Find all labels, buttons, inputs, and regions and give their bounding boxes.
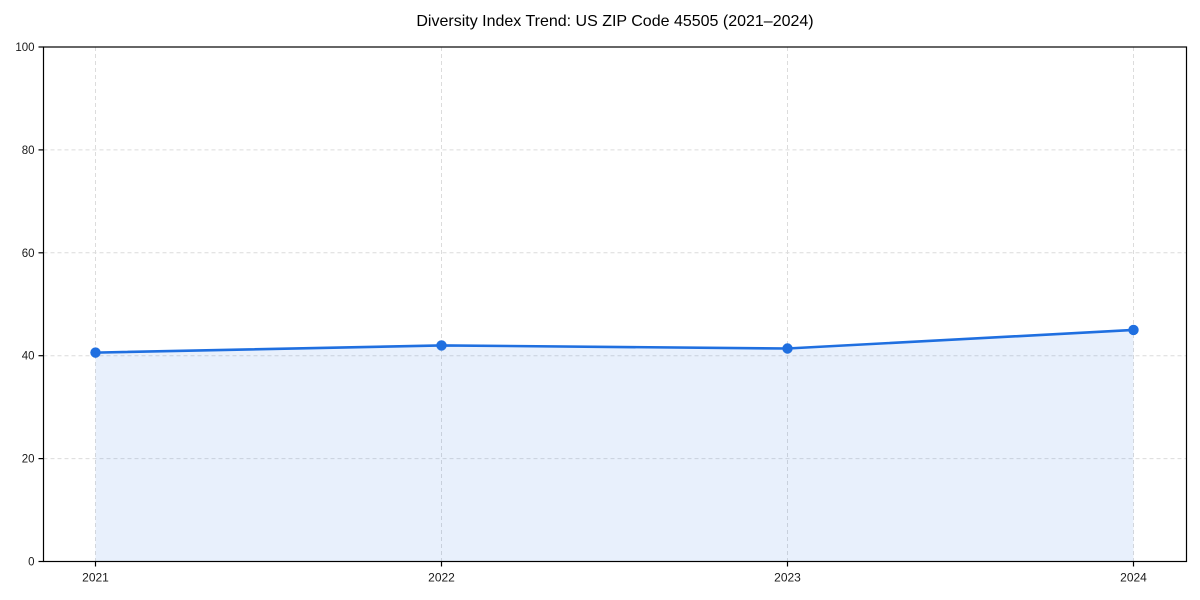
trend-line [94,328,1135,354]
y-tick-label: 40 [22,351,35,363]
y-tick-label: 20 [22,454,35,466]
data-point [782,343,793,354]
x-tick-label: 2024 [1120,571,1147,585]
data-point [1128,324,1139,336]
y-tick-label: 0 [28,557,34,569]
y-tick-label: 100 [15,42,34,54]
x-tick-label: 2022 [428,571,455,585]
area-fill [95,329,1134,562]
plot-border [42,46,1188,563]
data-point [90,347,101,358]
x-tick-label: 2023 [774,571,801,585]
y-tick-label: 60 [22,248,35,260]
x-tick-label: 2021 [82,571,109,585]
chart-title: Diversity Index Trend: US ZIP Code 45505… [416,13,814,30]
data-point [436,340,447,351]
y-tick-label: 80 [22,145,35,157]
